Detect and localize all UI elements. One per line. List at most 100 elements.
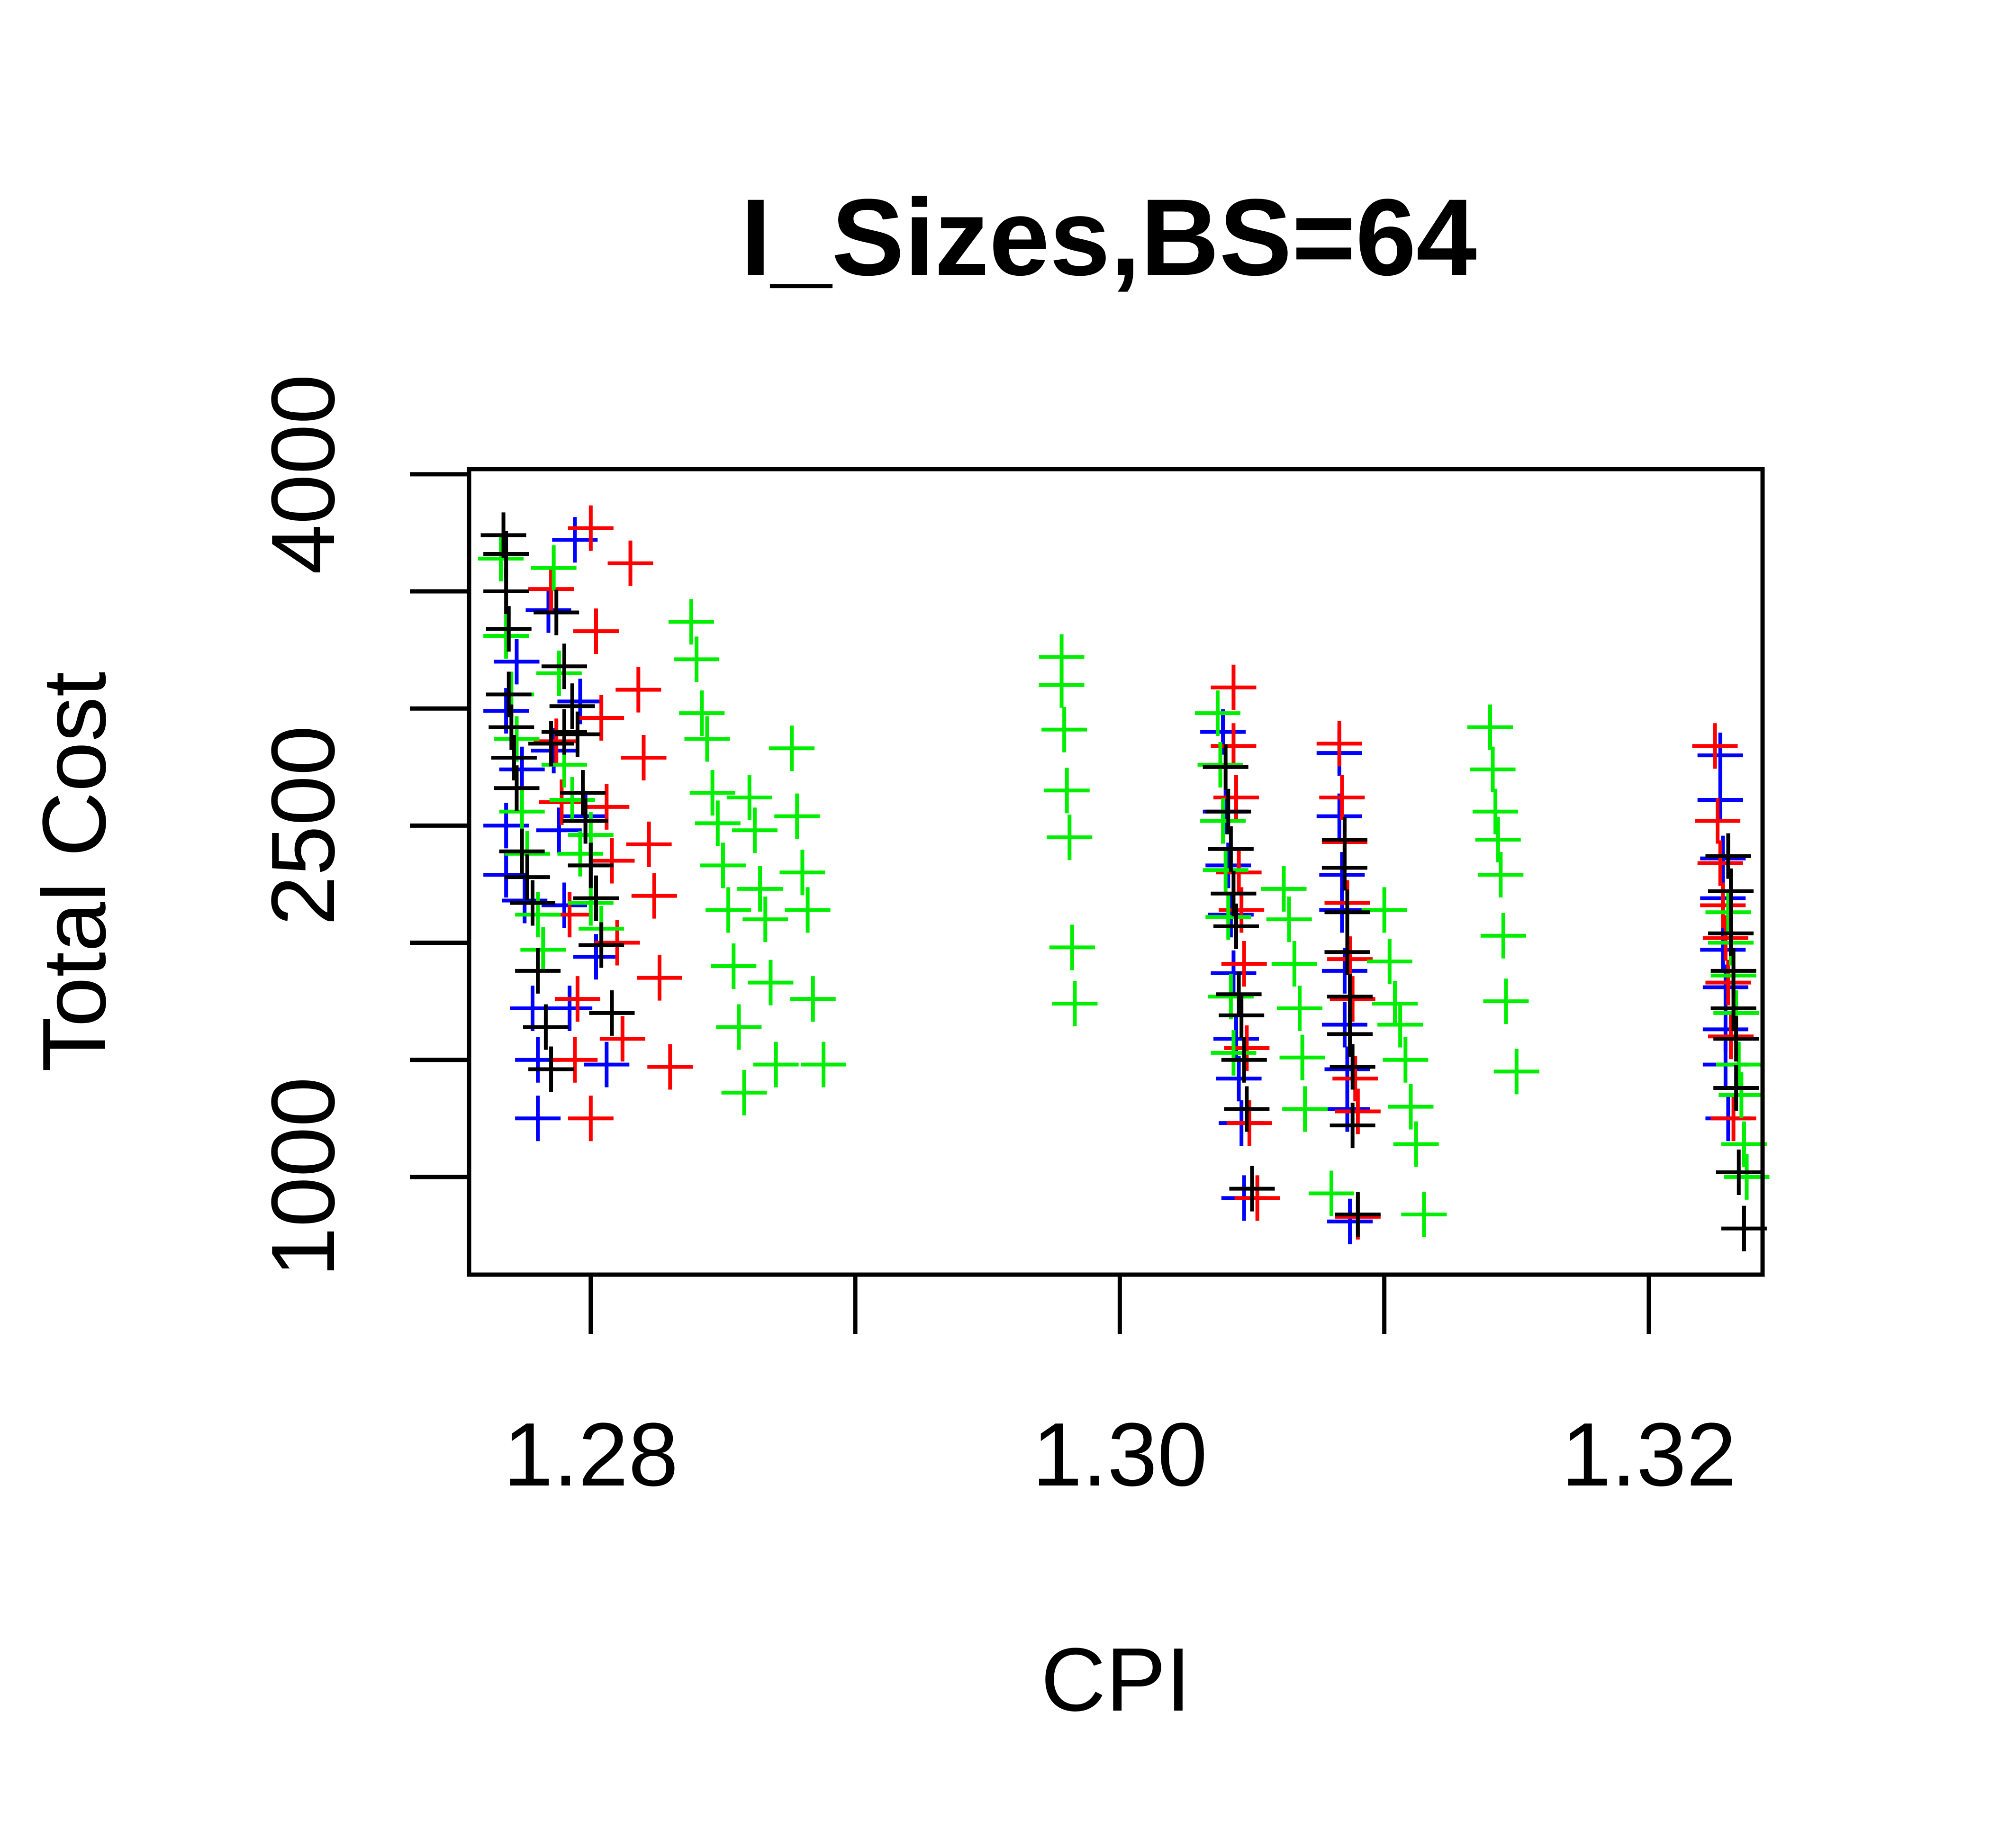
data-point [721, 1069, 767, 1115]
data-point [716, 1004, 762, 1050]
data-point [1224, 1025, 1270, 1071]
data-point [536, 651, 582, 697]
data-point [801, 1042, 847, 1087]
data-point [549, 683, 595, 729]
y-axis-label: Total Cost [24, 672, 125, 1072]
data-point [515, 948, 561, 994]
data-point [1470, 746, 1516, 792]
data-point [541, 882, 587, 928]
data-point [1049, 924, 1095, 970]
data-point [1316, 793, 1362, 839]
data-point [1721, 1205, 1767, 1251]
data-point [523, 1004, 569, 1050]
data-point [488, 704, 534, 750]
data-point [531, 545, 577, 591]
data-point [1205, 788, 1251, 834]
data-point [486, 671, 532, 717]
data-point [483, 852, 529, 898]
data-point [494, 765, 540, 811]
data-point [589, 838, 635, 884]
data-point [1261, 866, 1307, 912]
data-point [515, 1096, 561, 1141]
data-point [1710, 985, 1756, 1031]
data-point [599, 1016, 645, 1062]
y-tick-label: 2500 [253, 725, 353, 926]
data-point [554, 976, 600, 1022]
data-point [1208, 974, 1254, 1020]
data-point [1321, 948, 1367, 994]
data-point [1211, 664, 1257, 710]
data-point [631, 873, 677, 919]
data-point [647, 1044, 693, 1090]
data-point [534, 718, 579, 764]
data-point [494, 639, 540, 685]
data-point [1039, 662, 1085, 708]
data-point [626, 821, 672, 867]
data-point [491, 735, 537, 781]
data-point [615, 667, 661, 713]
data-point [684, 716, 730, 762]
data-point [1309, 1170, 1354, 1216]
data-point [541, 709, 587, 755]
data-point [1052, 981, 1098, 1027]
data-point [525, 587, 571, 633]
data-point [1473, 788, 1519, 834]
series-2 [528, 505, 1756, 1240]
data-point [1324, 889, 1370, 935]
data-point [539, 779, 585, 825]
data-point [579, 922, 624, 968]
data-point [499, 828, 545, 874]
data-point [726, 775, 772, 821]
data-point [674, 636, 720, 682]
data-point [1279, 1034, 1325, 1080]
data-point [1330, 1044, 1375, 1090]
x-tick-label: 1.32 [1561, 1404, 1737, 1505]
data-point [737, 866, 783, 912]
data-point [1219, 992, 1265, 1038]
data-point [1321, 1002, 1367, 1048]
data-point [1194, 690, 1240, 736]
data-point [1372, 981, 1418, 1027]
data-point [695, 800, 741, 846]
data-point [700, 842, 746, 888]
data-point [504, 854, 550, 900]
data-point [584, 1042, 630, 1087]
data-point [557, 831, 603, 877]
data-point [742, 897, 788, 942]
data-point [528, 566, 574, 612]
data-point [1041, 707, 1087, 752]
data-point [774, 793, 820, 839]
data-point [1211, 723, 1257, 769]
data-point [573, 608, 619, 654]
data-point [509, 880, 555, 926]
data-point [1480, 913, 1526, 959]
data-point [515, 892, 561, 938]
data-point [1319, 887, 1365, 933]
data-point [568, 1096, 614, 1141]
data-point [1221, 1037, 1267, 1083]
data-point [1327, 1011, 1373, 1057]
data-point [1692, 723, 1738, 769]
data-point [499, 746, 545, 792]
data-point [1713, 1065, 1759, 1111]
data-point [769, 725, 815, 771]
data-point [1697, 840, 1743, 886]
data-point [1705, 960, 1751, 1006]
data-point [785, 887, 831, 933]
data-point [1211, 1030, 1257, 1076]
data-point [483, 569, 529, 615]
data-point [1203, 744, 1248, 790]
data-point [1324, 1046, 1370, 1092]
data-point [1697, 777, 1743, 823]
plot-frame [467, 467, 1765, 1277]
data-point [1705, 833, 1751, 879]
y-tick-label: 4000 [253, 374, 353, 575]
data-point [1377, 1002, 1423, 1048]
data-point [1478, 852, 1524, 898]
data-point [1708, 1014, 1754, 1060]
data-point [1271, 941, 1317, 987]
data-point [732, 807, 778, 853]
data-point [1234, 1175, 1280, 1221]
data-point [1716, 1149, 1762, 1195]
data-point [1713, 1016, 1759, 1062]
